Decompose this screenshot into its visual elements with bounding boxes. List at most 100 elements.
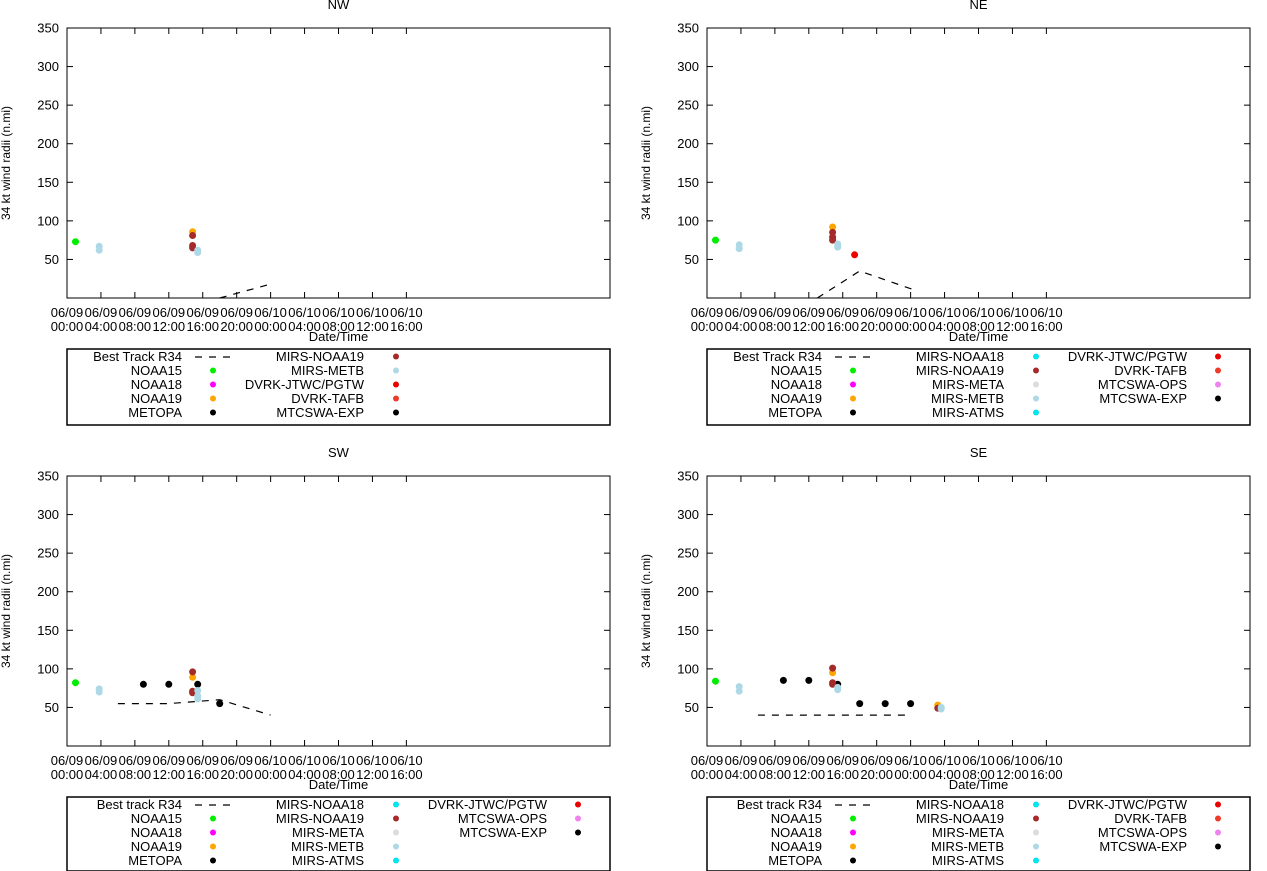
point-mirs-noaa19	[189, 232, 197, 239]
x-tick-date: 06/09	[793, 753, 826, 768]
legend-label: NOAA15	[131, 363, 182, 378]
panel-se: SE 34 kt wind radii (n.mi) 50 100 150 200 250 3…	[639, 445, 1251, 871]
x-tick-date: 06/09	[793, 305, 826, 320]
legend-dot-swatch	[850, 409, 856, 416]
point-mirs-metb	[937, 705, 945, 713]
legend-label: DVRK-JTWC/PGTW	[1068, 797, 1188, 812]
legend-label: NOAA18	[131, 377, 182, 392]
x-tick-date: 06/09	[691, 753, 724, 768]
y-tick-label: 150	[677, 175, 699, 190]
legend-dot-swatch	[393, 801, 399, 808]
legend-label: METOPA	[128, 853, 182, 868]
x-tick-time: 20:00	[860, 767, 893, 782]
legend-dot-swatch	[393, 367, 399, 374]
x-axis-label: Date/Time	[309, 777, 368, 792]
x-tick-time: 08:00	[119, 319, 152, 334]
legend-dot-swatch	[575, 829, 581, 836]
point-metopa	[194, 680, 202, 688]
legend-label: MIRS-NOAA19	[276, 349, 364, 364]
x-tick-date: 06/10	[996, 305, 1029, 320]
legend-dot-swatch	[210, 409, 216, 416]
x-tick-time: 16:00	[186, 319, 219, 334]
legend-label: MTCSWA-OPS	[1098, 825, 1187, 840]
point-mirs-metb	[735, 245, 743, 253]
legend-label: DVRK-JTWC/PGTW	[245, 377, 365, 392]
legend-dot-swatch	[393, 829, 399, 836]
legend-dot-swatch	[575, 801, 581, 808]
x-tick-date: 06/10	[254, 305, 287, 320]
legend-label: NOAA18	[771, 377, 822, 392]
x-tick-date: 06/10	[390, 305, 423, 320]
x-tick-date: 06/09	[860, 305, 893, 320]
y-tick-label: 250	[677, 98, 699, 113]
legend-dot-swatch	[1033, 829, 1039, 836]
legend-dot-swatch	[393, 857, 399, 864]
legend-dot-swatch	[1033, 395, 1039, 402]
x-tick-date: 06/10	[288, 305, 321, 320]
legend-dot-swatch	[1215, 381, 1221, 388]
legend-label: DVRK-TAFB	[1114, 363, 1187, 378]
legend-label: MIRS-METB	[931, 391, 1004, 406]
legend-dot-swatch	[393, 381, 399, 388]
x-tick-date: 06/09	[759, 305, 792, 320]
point-mirs-noaa19	[189, 668, 197, 676]
point-mirs-noaa19	[829, 664, 837, 672]
plot-frame	[66, 27, 611, 299]
panel-title: NE	[969, 0, 987, 12]
x-tick-time: 04:00	[85, 767, 118, 782]
point-mirs-metb	[95, 246, 103, 254]
legend-dot-swatch	[210, 381, 216, 388]
legend-dot-swatch	[393, 815, 399, 822]
legend-dot-swatch	[1033, 815, 1039, 822]
legend-dot-swatch	[210, 367, 216, 374]
y-tick-label: 50	[45, 252, 59, 267]
x-tick-date: 06/09	[51, 305, 84, 320]
legend-label: NOAA15	[131, 811, 182, 826]
x-tick-date: 06/10	[1030, 753, 1063, 768]
legend-label: MIRS-NOAA19	[916, 811, 1004, 826]
y-tick-label: 300	[37, 507, 59, 522]
legend-label: Best Track R34	[93, 349, 182, 364]
x-tick-time: 00:00	[254, 767, 287, 782]
x-tick-date: 06/10	[390, 753, 423, 768]
x-tick-time: 12:00	[153, 767, 186, 782]
x-tick-time: 16:00	[826, 767, 859, 782]
x-tick-date: 06/09	[119, 753, 152, 768]
x-tick-time: 08:00	[322, 767, 355, 782]
legend-label: NOAA15	[771, 811, 822, 826]
point-noaa19	[829, 223, 837, 231]
point-noaa15	[712, 236, 719, 244]
legend-label: NOAA18	[131, 825, 182, 840]
x-tick-time: 16:00	[186, 767, 219, 782]
legend-label: NOAA19	[771, 839, 822, 854]
y-tick-label: 300	[677, 507, 699, 522]
legend-label: NOAA18	[771, 825, 822, 840]
x-tick-date: 06/10	[996, 753, 1029, 768]
y-tick-label: 350	[677, 21, 699, 36]
panel-ne: NE 34 kt wind radii (n.mi) 50 100 150 200 250 3…	[639, 0, 1251, 426]
y-tick-label: 200	[677, 584, 699, 599]
legend-dot-swatch	[1215, 843, 1221, 850]
point-mirs-metb	[834, 243, 842, 251]
best-track-line	[816, 270, 915, 299]
x-tick-date: 06/10	[254, 753, 287, 768]
x-tick-time: 08:00	[322, 319, 355, 334]
point-dvrk-jtwc-pgtw	[851, 251, 859, 259]
y-tick-label: 150	[677, 623, 699, 638]
legend-dot-swatch	[393, 353, 399, 360]
x-tick-time: 04:00	[85, 319, 118, 334]
y-axis-label: 34 kt wind radii (n.mi)	[0, 554, 13, 668]
legend-label: MTCSWA-EXP	[1099, 839, 1187, 854]
legend-dot-swatch	[393, 395, 399, 402]
point-mirs-metb	[735, 687, 743, 695]
legend-label: NOAA15	[771, 363, 822, 378]
panel-sw: SW 34 kt wind radii (n.mi) 50 100 150 200 250 3…	[0, 445, 611, 871]
legend-label: MIRS-ATMS	[932, 853, 1004, 868]
x-tick-time: 12:00	[356, 767, 389, 782]
legend-dot-swatch	[1033, 801, 1039, 808]
x-tick-date: 06/10	[962, 305, 995, 320]
plot-frame	[706, 475, 1251, 747]
y-axis-label: 34 kt wind radii (n.mi)	[639, 106, 653, 220]
